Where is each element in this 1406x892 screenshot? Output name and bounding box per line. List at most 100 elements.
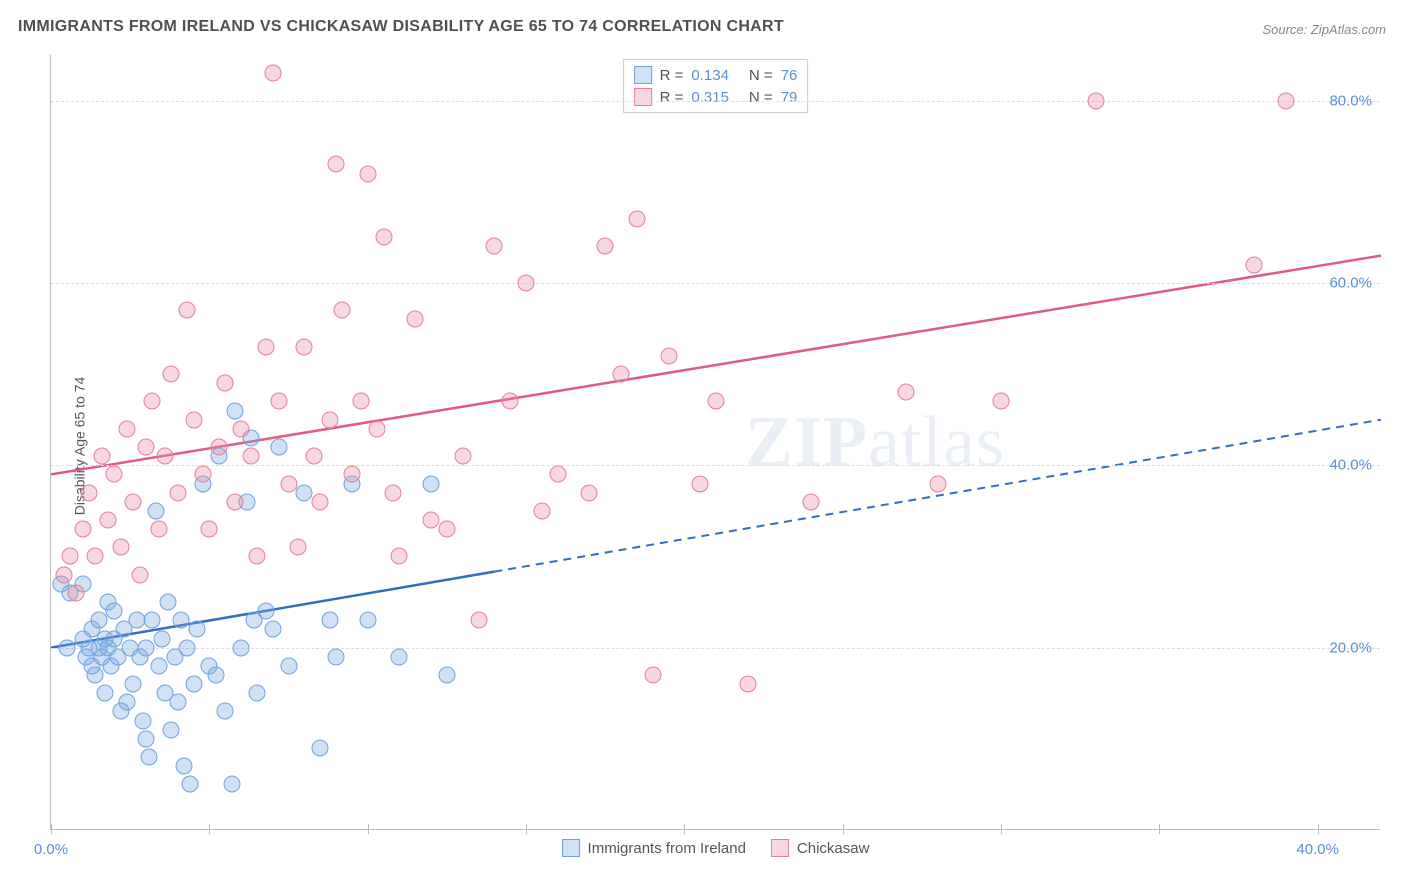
- data-point-chickasaw: [144, 393, 161, 410]
- data-point-ireland: [312, 739, 329, 756]
- y-tick-label: 80.0%: [1329, 92, 1372, 109]
- legend-series-label: Chickasaw: [797, 840, 870, 857]
- data-point-chickasaw: [581, 484, 598, 501]
- data-point-chickasaw: [597, 238, 614, 255]
- data-point-ireland: [226, 402, 243, 419]
- data-point-ireland: [153, 630, 170, 647]
- data-point-chickasaw: [201, 521, 218, 538]
- data-point-chickasaw: [125, 493, 142, 510]
- data-point-chickasaw: [369, 420, 386, 437]
- data-point-ireland: [321, 612, 338, 629]
- data-point-chickasaw: [660, 347, 677, 364]
- data-point-chickasaw: [74, 521, 91, 538]
- data-point-chickasaw: [375, 229, 392, 246]
- y-tick-label: 40.0%: [1329, 457, 1372, 474]
- data-point-ireland: [90, 612, 107, 629]
- data-point-chickasaw: [210, 439, 227, 456]
- data-point-ireland: [87, 667, 104, 684]
- data-point-ireland: [163, 721, 180, 738]
- data-point-ireland: [359, 612, 376, 629]
- data-point-ireland: [271, 439, 288, 456]
- data-point-ireland: [125, 676, 142, 693]
- data-point-chickasaw: [138, 439, 155, 456]
- data-point-ireland: [188, 621, 205, 638]
- series-legend: Immigrants from Ireland Chickasaw: [562, 839, 870, 857]
- data-point-chickasaw: [692, 475, 709, 492]
- legend-row: R = 0.315N = 79: [634, 86, 798, 108]
- data-point-chickasaw: [739, 676, 756, 693]
- legend-n-label: N =: [749, 89, 773, 106]
- data-point-chickasaw: [328, 156, 345, 173]
- data-point-chickasaw: [296, 338, 313, 355]
- data-point-ireland: [280, 657, 297, 674]
- legend-series-label: Immigrants from Ireland: [588, 840, 746, 857]
- legend-n-value: 76: [781, 67, 798, 84]
- data-point-ireland: [391, 648, 408, 665]
- data-point-ireland: [160, 594, 177, 611]
- data-point-ireland: [128, 612, 145, 629]
- data-point-ireland: [264, 621, 281, 638]
- y-tick-label: 60.0%: [1329, 274, 1372, 291]
- correlation-legend: R = 0.134 N = 76 R = 0.315N = 79: [623, 59, 809, 113]
- data-point-chickasaw: [106, 466, 123, 483]
- gridline-h: [51, 465, 1380, 466]
- data-point-ireland: [179, 639, 196, 656]
- data-point-chickasaw: [613, 366, 630, 383]
- chart-title: IMMIGRANTS FROM IRELAND VS CHICKASAW DIS…: [18, 18, 784, 36]
- legend-swatch: [562, 839, 580, 857]
- data-point-chickasaw: [290, 539, 307, 556]
- data-point-chickasaw: [1278, 92, 1295, 109]
- trendline-ireland-extrapolated: [494, 420, 1381, 572]
- data-point-chickasaw: [438, 521, 455, 538]
- data-point-ireland: [217, 703, 234, 720]
- data-point-ireland: [172, 612, 189, 629]
- data-point-chickasaw: [185, 411, 202, 428]
- data-point-chickasaw: [305, 448, 322, 465]
- data-point-chickasaw: [407, 311, 424, 328]
- x-tick-label: 0.0%: [34, 841, 68, 858]
- data-point-ireland: [248, 685, 265, 702]
- x-tick: [368, 824, 369, 834]
- data-point-chickasaw: [242, 448, 259, 465]
- data-point-chickasaw: [271, 393, 288, 410]
- data-point-chickasaw: [1246, 256, 1263, 273]
- legend-item: Immigrants from Ireland: [562, 839, 746, 857]
- legend-swatch: [634, 88, 652, 106]
- watermark: ZIPatlas: [745, 401, 1005, 484]
- data-point-chickasaw: [280, 475, 297, 492]
- x-tick: [684, 824, 685, 834]
- data-point-chickasaw: [150, 521, 167, 538]
- legend-r-label: R =: [660, 89, 684, 106]
- data-point-chickasaw: [233, 420, 250, 437]
- x-tick: [526, 824, 527, 834]
- data-point-ireland: [141, 749, 158, 766]
- data-point-ireland: [182, 776, 199, 793]
- legend-n-label: N =: [749, 67, 773, 84]
- data-point-chickasaw: [169, 484, 186, 501]
- gridline-h: [51, 101, 1380, 102]
- data-point-ireland: [58, 639, 75, 656]
- data-point-chickasaw: [93, 448, 110, 465]
- data-point-chickasaw: [258, 338, 275, 355]
- data-point-ireland: [176, 758, 193, 775]
- x-tick: [209, 824, 210, 834]
- data-point-chickasaw: [486, 238, 503, 255]
- data-point-ireland: [223, 776, 240, 793]
- data-point-chickasaw: [518, 274, 535, 291]
- data-point-ireland: [328, 648, 345, 665]
- data-point-chickasaw: [353, 393, 370, 410]
- data-point-chickasaw: [81, 484, 98, 501]
- data-point-ireland: [96, 685, 113, 702]
- legend-swatch: [771, 839, 789, 857]
- data-point-chickasaw: [454, 448, 471, 465]
- data-point-ireland: [423, 475, 440, 492]
- data-point-ireland: [106, 603, 123, 620]
- data-point-chickasaw: [312, 493, 329, 510]
- data-point-chickasaw: [264, 65, 281, 82]
- data-point-chickasaw: [708, 393, 725, 410]
- data-point-chickasaw: [343, 466, 360, 483]
- data-point-chickasaw: [55, 566, 72, 583]
- data-point-chickasaw: [549, 466, 566, 483]
- legend-r-value: 0.134: [691, 67, 729, 84]
- x-tick-label: 40.0%: [1296, 841, 1339, 858]
